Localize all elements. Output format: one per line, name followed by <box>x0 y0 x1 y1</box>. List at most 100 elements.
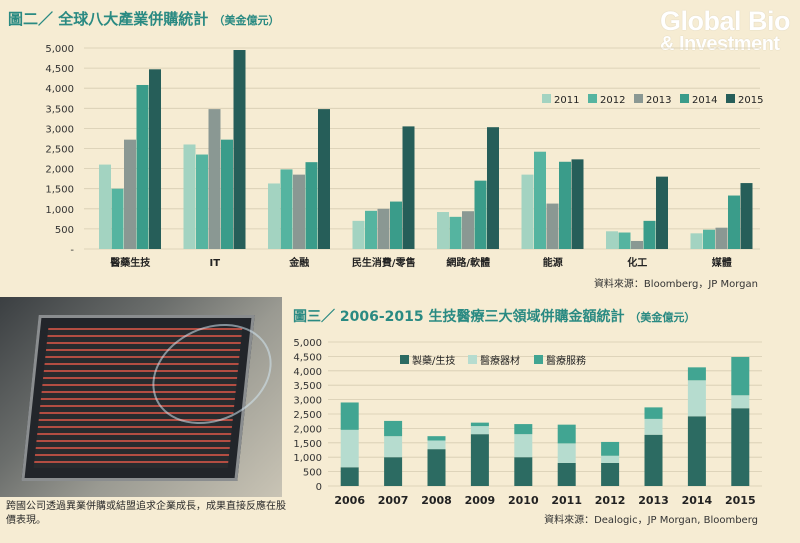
bar-製藥/生技 <box>731 408 750 486</box>
y-tick-label: 3,500 <box>293 381 322 392</box>
bar-2013 <box>208 109 221 249</box>
y-tick-label: 3,000 <box>293 396 322 407</box>
bar-醫療服務 <box>427 436 446 441</box>
y-tick-label: 1,500 <box>45 185 74 196</box>
bar-2011 <box>521 174 534 249</box>
bar-2014 <box>728 195 740 249</box>
y-tick-label: 4,500 <box>45 64 74 75</box>
bar-2011 <box>437 212 449 249</box>
legend-swatch <box>468 355 477 364</box>
bar-醫療器材 <box>687 380 706 417</box>
global-bio-logo: Global Bio & Investment <box>660 8 791 55</box>
bar-2013 <box>462 211 474 249</box>
y-tick-label: 0 <box>316 482 322 493</box>
bar-2015 <box>740 183 753 249</box>
y-tick-label: 4,500 <box>293 352 322 363</box>
chart2-title-text: 圖三／ 2006-2015 生技醫療三大領域併購金額統計 <box>293 309 625 325</box>
bar-2014 <box>559 161 571 249</box>
bar-2015 <box>149 69 161 249</box>
logo-line2: & Investment <box>660 33 780 55</box>
bar-醫療器材 <box>384 436 403 458</box>
bar-2014 <box>643 220 656 249</box>
bar-2013 <box>546 203 559 249</box>
chart1-title-text: 圖二／ 全球八大產業併購統計 <box>8 10 209 28</box>
x-tick-label: 2013 <box>638 494 669 507</box>
bar-2015 <box>233 50 246 250</box>
y-tick-label: - <box>70 245 74 256</box>
legend-label: 2015 <box>738 95 763 106</box>
bar-2011 <box>352 220 365 249</box>
bar-2015 <box>656 176 668 249</box>
legend-label: 2013 <box>646 95 671 106</box>
bar-製藥/生技 <box>427 449 446 486</box>
bar-醫療服務 <box>601 441 620 456</box>
bar-醫療器材 <box>340 429 359 468</box>
bar-醫療器材 <box>514 434 533 458</box>
bar-2011 <box>690 233 703 249</box>
bar-製藥/生技 <box>557 462 576 486</box>
bar-2014 <box>305 162 318 249</box>
bar-製藥/生技 <box>687 416 706 486</box>
bar-2012 <box>280 169 293 249</box>
y-tick-label: 1,000 <box>293 453 322 464</box>
legend-label: 醫療器材 <box>480 354 520 367</box>
legend-label: 2014 <box>692 95 717 106</box>
y-tick-label: 1,000 <box>45 205 74 216</box>
bar-製藥/生技 <box>601 462 620 486</box>
bar-2012 <box>534 151 546 249</box>
bar-2012 <box>196 154 208 249</box>
bar-醫療服務 <box>470 422 489 427</box>
x-tick-label: 2015 <box>725 494 756 507</box>
bar-醫療服務 <box>687 367 706 381</box>
legend-swatch <box>400 355 409 364</box>
legend-label: 2011 <box>554 95 579 106</box>
bar-醫療服務 <box>557 424 576 444</box>
y-tick-label: 500 <box>303 468 322 479</box>
x-tick-label: 2012 <box>595 494 626 507</box>
y-tick-label: 2,500 <box>45 145 74 156</box>
bar-2011 <box>268 183 280 249</box>
x-tick-label: 能源 <box>543 256 563 269</box>
legend-swatch <box>588 94 597 103</box>
photo-caption: 跨國公司透過異業併購或結盟追求企業成長，成果直接反應在股價表現。 <box>6 501 286 526</box>
trading-screen-photo <box>0 297 282 497</box>
bar-2014 <box>474 180 487 249</box>
bar-2012 <box>111 188 124 249</box>
x-tick-label: 2011 <box>551 494 582 507</box>
bar-2013 <box>293 174 305 249</box>
bar-2014 <box>136 84 149 249</box>
chart1-bar-chart: 5,000 4,500 4,000 3,500 3,000 2,500 2,000 1,500… <box>45 44 763 290</box>
bar-醫療器材 <box>427 440 446 450</box>
bar-醫療服務 <box>514 424 533 435</box>
y-tick-label: 2,000 <box>293 424 322 435</box>
bar-醫療服務 <box>384 420 403 437</box>
legend-label: 醫療服務 <box>546 354 586 367</box>
bar-2015 <box>402 126 415 249</box>
x-tick-label: 網路/軟體 <box>446 256 490 269</box>
bar-製藥/生技 <box>644 434 663 486</box>
bar-2013 <box>377 208 390 249</box>
x-tick-label: 2009 <box>465 494 496 507</box>
bar-2015 <box>487 127 499 249</box>
y-tick-label: 4,000 <box>45 84 74 95</box>
legend-swatch <box>534 355 543 364</box>
bar-2011 <box>606 231 618 249</box>
y-tick-label: 2,000 <box>45 165 74 176</box>
y-tick-label: 3,000 <box>45 124 74 135</box>
x-tick-label: 2010 <box>508 494 539 507</box>
legend-swatch <box>634 94 643 103</box>
x-tick-label: 醫藥生技 <box>110 256 151 269</box>
bar-醫療服務 <box>340 402 359 430</box>
bar-2012 <box>365 210 377 249</box>
bar-醫療器材 <box>644 418 663 435</box>
bar-2012 <box>703 229 715 249</box>
bar-醫療器材 <box>601 455 620 463</box>
x-tick-label: 民生消費/零售 <box>352 256 416 269</box>
chart1-unit: （美金億元） <box>213 14 280 27</box>
bar-2013 <box>715 227 728 249</box>
chart2-source: 資料來源：Dealogic，JP Morgan, Bloomberg <box>544 513 758 526</box>
y-tick-label: 5,000 <box>45 44 74 55</box>
bar-2011 <box>99 164 111 249</box>
x-tick-label: 2014 <box>682 494 713 507</box>
legend-label: 2012 <box>600 95 625 106</box>
